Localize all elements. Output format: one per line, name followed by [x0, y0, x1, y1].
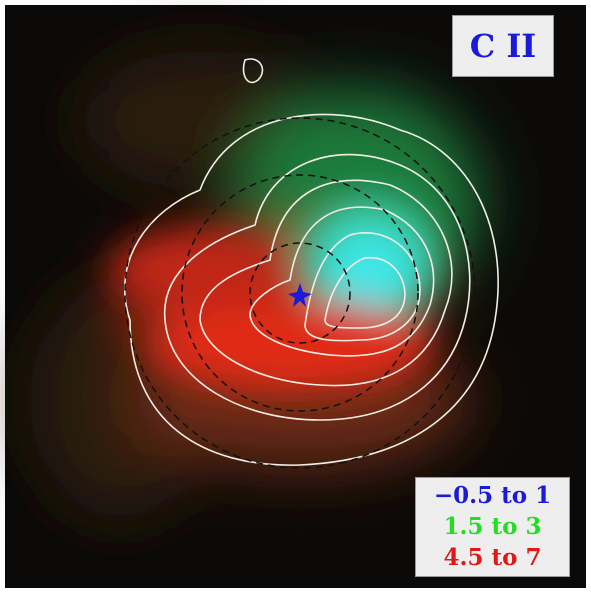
legend-entry: 4.5 to 7 — [416, 542, 569, 573]
figure: C II −0.5 to 11.5 to 34.5 to 7 — [0, 0, 591, 593]
legend-entry: 1.5 to 3 — [416, 511, 569, 542]
line-label: C II — [452, 15, 554, 77]
legend-entry: −0.5 to 1 — [416, 480, 569, 511]
